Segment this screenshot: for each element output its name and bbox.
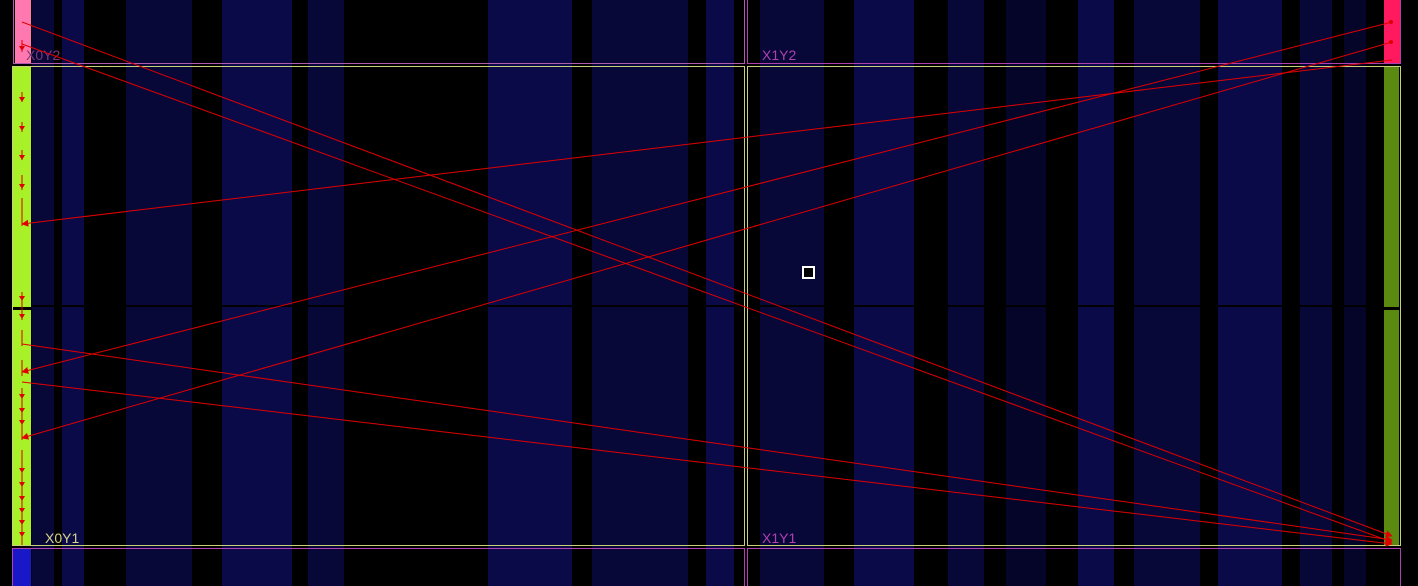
io-bank-right-upper[interactable] bbox=[1384, 67, 1399, 307]
clock-region-x1y2[interactable]: X1Y2 bbox=[747, 0, 1401, 64]
device-column bbox=[1134, 0, 1200, 586]
net-line[interactable] bbox=[21, 41, 1393, 440]
region-label: X0Y2 bbox=[26, 47, 61, 63]
device-column bbox=[948, 0, 984, 586]
device-column bbox=[854, 0, 914, 586]
device-column bbox=[308, 0, 344, 586]
device-column bbox=[126, 0, 192, 586]
clock-region-x0y1[interactable]: X0Y1 bbox=[12, 66, 745, 546]
region-label: X0Y1 bbox=[45, 530, 80, 546]
device-column bbox=[1006, 0, 1046, 586]
selected-cell-square-icon[interactable] bbox=[802, 266, 815, 279]
io-bank-left-top[interactable] bbox=[15, 0, 31, 64]
device-column bbox=[1300, 0, 1332, 586]
arrowhead-icon bbox=[19, 532, 25, 537]
row-divider bbox=[0, 305, 1418, 307]
net-line[interactable] bbox=[21, 381, 1393, 547]
device-column bbox=[592, 0, 688, 586]
arrowhead-icon bbox=[19, 468, 25, 473]
arrowhead-icon bbox=[19, 296, 25, 301]
clock-region-x1y1[interactable]: X1Y1 bbox=[747, 66, 1401, 546]
io-bank-left-bottom[interactable] bbox=[13, 548, 31, 586]
region-label: X1Y1 bbox=[762, 530, 797, 546]
arrowhead-icon bbox=[19, 482, 25, 487]
arrowhead-icon bbox=[19, 508, 25, 513]
clock-region-x0y2[interactable]: X0Y2 bbox=[13, 0, 745, 64]
device-column bbox=[32, 0, 54, 586]
device-column bbox=[488, 0, 572, 586]
arrowhead-icon bbox=[19, 496, 25, 501]
arrowhead-icon bbox=[19, 184, 25, 189]
device-column bbox=[706, 0, 734, 586]
arrowhead-icon bbox=[19, 420, 25, 425]
device-column bbox=[1218, 0, 1282, 586]
arrowhead-icon bbox=[19, 46, 25, 51]
arrowhead-icon bbox=[19, 97, 25, 102]
io-bank-right-lower[interactable] bbox=[1384, 310, 1399, 545]
region-label: X1Y2 bbox=[762, 47, 797, 63]
clock-region-x0y0[interactable] bbox=[12, 548, 745, 586]
io-bank-right-top[interactable] bbox=[1384, 0, 1400, 64]
device-column bbox=[222, 0, 292, 586]
device-column bbox=[1344, 0, 1366, 586]
clock-region-x1y0[interactable] bbox=[747, 548, 1401, 586]
arrowhead-icon bbox=[19, 520, 25, 525]
device-column bbox=[760, 0, 824, 586]
net-line[interactable] bbox=[21, 59, 1393, 227]
arrowhead-icon bbox=[19, 126, 25, 131]
pin-dot bbox=[1389, 40, 1393, 44]
device-column bbox=[62, 0, 84, 586]
net-line[interactable] bbox=[21, 21, 1393, 538]
net-line[interactable] bbox=[21, 21, 1393, 374]
arrowhead-icon bbox=[19, 314, 25, 319]
arrowhead-icon bbox=[19, 394, 25, 399]
arrowhead-icon bbox=[19, 408, 25, 413]
net-line[interactable] bbox=[21, 43, 1393, 544]
net-line[interactable] bbox=[21, 343, 1393, 543]
arrowhead-icon bbox=[19, 155, 25, 160]
pin-dot bbox=[1389, 20, 1393, 24]
